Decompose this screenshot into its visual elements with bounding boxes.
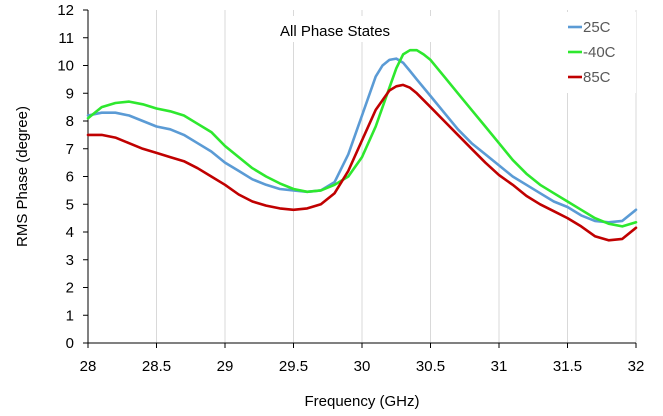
- annotation-box: All Phase States: [270, 16, 436, 42]
- y-tick-label: 10: [57, 58, 74, 75]
- y-tick-label: 4: [66, 224, 74, 241]
- y-tick-label: 6: [66, 169, 74, 186]
- gridlines: [87, 10, 637, 343]
- x-tick-label: 30.5: [416, 358, 445, 375]
- y-tick-label: 7: [66, 141, 74, 158]
- y-tick-label: 2: [66, 280, 74, 297]
- x-tick-label: 29: [217, 358, 234, 375]
- series-line-25c: [86, 57, 638, 224]
- y-tick-label: 3: [66, 252, 74, 269]
- annotation-background: [270, 16, 436, 42]
- legend-label: 85C: [583, 69, 611, 86]
- y-tick-label: 5: [66, 196, 74, 213]
- legend-label: -40C: [583, 44, 616, 61]
- x-tick-label: 31: [491, 358, 508, 375]
- series-line-85c: [86, 83, 638, 242]
- annotation-label: All Phase States: [280, 23, 390, 40]
- x-tick-label: 28: [80, 358, 97, 375]
- y-tick-label: 9: [66, 85, 74, 102]
- series-line-minus40c: [86, 48, 638, 228]
- y-tick-label: 8: [66, 113, 74, 130]
- x-tick-label: 30: [354, 358, 371, 375]
- x-tick-label: 28.5: [142, 358, 171, 375]
- y-tick-label: 12: [57, 2, 74, 19]
- y-tick-label: 0: [66, 335, 74, 352]
- series-lines: [86, 48, 638, 242]
- y-tick-label: 1: [66, 307, 74, 324]
- legend: 25C -40C 85C: [566, 12, 636, 93]
- x-tick-label: 29.5: [279, 358, 308, 375]
- x-axis-title: Frequency (GHz): [304, 393, 419, 410]
- x-tick-label: 31.5: [553, 358, 582, 375]
- x-tick-label: 32: [628, 358, 645, 375]
- y-tick-label: 11: [58, 30, 74, 47]
- legend-label: 25C: [583, 19, 611, 36]
- y-axis-title: RMS Phase (degree): [14, 106, 31, 247]
- axes: 28 28.5 29 29.5 30 30.5 31 31.5 3201234567891011…: [57, 2, 644, 375]
